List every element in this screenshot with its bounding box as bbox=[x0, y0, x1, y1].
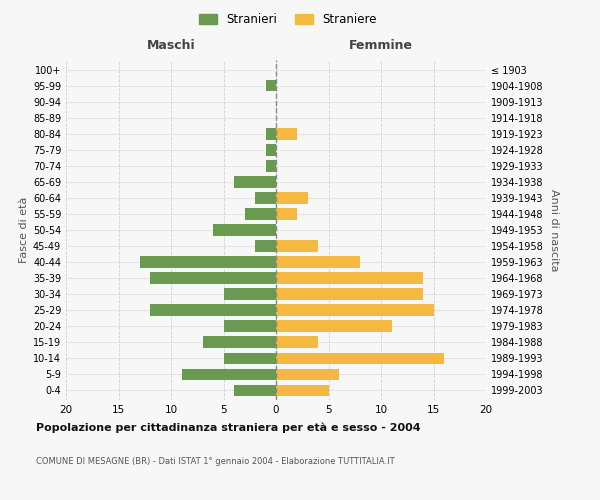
Bar bbox=[255, 240, 276, 252]
Bar bbox=[276, 384, 329, 396]
Bar bbox=[139, 256, 276, 268]
Legend: Stranieri, Straniere: Stranieri, Straniere bbox=[194, 8, 382, 31]
Bar bbox=[276, 240, 318, 252]
Y-axis label: Fasce di età: Fasce di età bbox=[19, 197, 29, 263]
Bar bbox=[265, 144, 276, 156]
Bar bbox=[150, 272, 276, 284]
Bar bbox=[276, 368, 339, 380]
Bar bbox=[265, 128, 276, 140]
Bar bbox=[223, 288, 276, 300]
Bar bbox=[182, 368, 276, 380]
Text: Femmine: Femmine bbox=[349, 39, 413, 52]
Bar bbox=[276, 256, 360, 268]
Bar bbox=[234, 176, 276, 188]
Bar bbox=[223, 352, 276, 364]
Y-axis label: Anni di nascita: Anni di nascita bbox=[549, 188, 559, 271]
Bar bbox=[213, 224, 276, 236]
Bar bbox=[276, 352, 444, 364]
Bar bbox=[150, 304, 276, 316]
Bar bbox=[234, 384, 276, 396]
Bar bbox=[276, 288, 423, 300]
Text: Popolazione per cittadinanza straniera per età e sesso - 2004: Popolazione per cittadinanza straniera p… bbox=[36, 422, 421, 433]
Bar bbox=[276, 208, 297, 220]
Bar bbox=[245, 208, 276, 220]
Bar bbox=[223, 320, 276, 332]
Text: Maschi: Maschi bbox=[146, 39, 196, 52]
Bar bbox=[203, 336, 276, 348]
Bar bbox=[276, 304, 433, 316]
Bar bbox=[276, 128, 297, 140]
Bar bbox=[276, 320, 392, 332]
Bar bbox=[255, 192, 276, 203]
Bar bbox=[276, 192, 308, 203]
Bar bbox=[265, 80, 276, 92]
Bar bbox=[276, 336, 318, 348]
Bar bbox=[265, 160, 276, 172]
Text: COMUNE DI MESAGNE (BR) - Dati ISTAT 1° gennaio 2004 - Elaborazione TUTTITALIA.IT: COMUNE DI MESAGNE (BR) - Dati ISTAT 1° g… bbox=[36, 458, 395, 466]
Bar bbox=[276, 272, 423, 284]
